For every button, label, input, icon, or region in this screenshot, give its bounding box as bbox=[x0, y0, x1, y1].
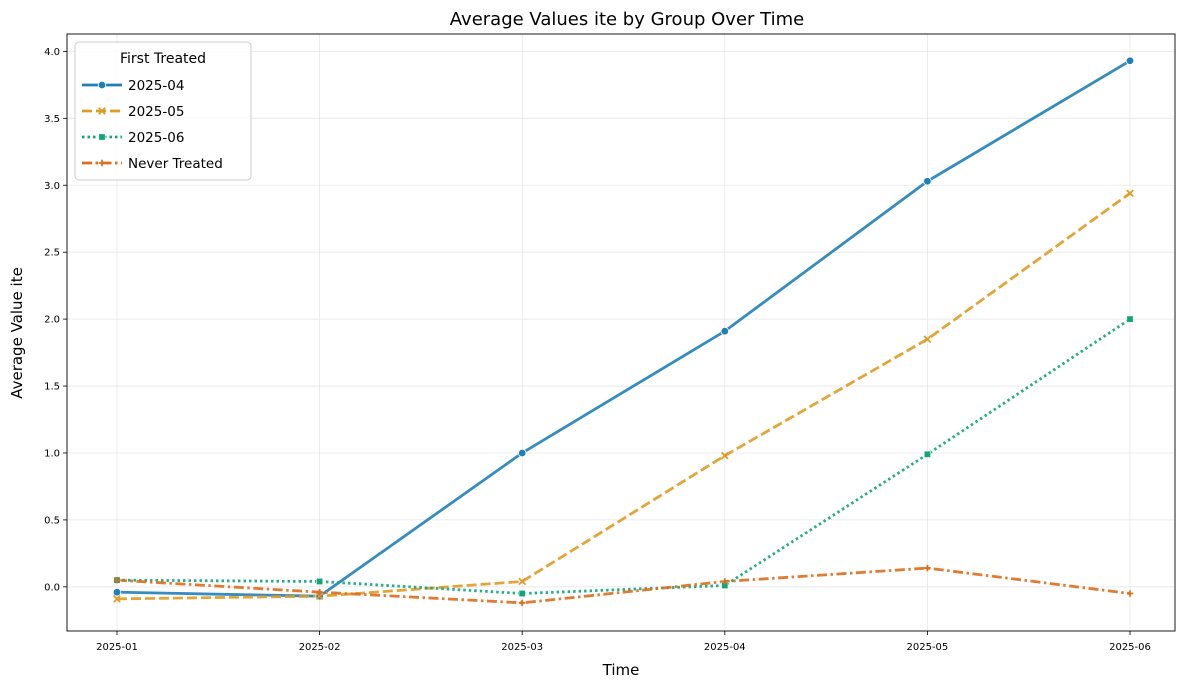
data-point bbox=[924, 564, 931, 572]
y-tick-label: 2.0 bbox=[44, 315, 60, 326]
data-point bbox=[315, 592, 324, 601]
y-tick-label: 3.5 bbox=[44, 114, 60, 125]
data-point bbox=[518, 590, 526, 598]
data-point bbox=[1125, 56, 1135, 65]
legend-box bbox=[74, 41, 252, 181]
x-axis-title: Time bbox=[602, 661, 640, 679]
data-point bbox=[1126, 189, 1134, 198]
data-point bbox=[720, 326, 729, 336]
legend-label: Never Treated bbox=[128, 156, 223, 172]
legend-label: 2025-05 bbox=[128, 104, 184, 120]
y-tick-label: 0.0 bbox=[44, 582, 60, 593]
series-line bbox=[116, 566, 1131, 605]
legend-title: First Treated bbox=[120, 51, 206, 67]
data-point bbox=[720, 451, 729, 460]
x-tick-label: 2025-01 bbox=[96, 642, 138, 653]
legend-items: 2025-04 2025-05 2025-06 Never Treated bbox=[82, 78, 223, 172]
legend-marker bbox=[97, 80, 107, 90]
legend-label: 2025-06 bbox=[128, 130, 184, 146]
series-line bbox=[116, 192, 1131, 601]
y-axis-title: Average Value ite bbox=[8, 267, 26, 399]
x-tick-label: 2025-02 bbox=[299, 642, 341, 653]
data-point bbox=[518, 448, 527, 458]
data-point bbox=[1126, 590, 1134, 597]
data-point bbox=[113, 595, 121, 603]
x-tick-label: 2025-05 bbox=[907, 642, 949, 653]
data-point bbox=[923, 450, 931, 458]
legend-label: 2025-04 bbox=[128, 78, 184, 94]
y-tick-label: 0.5 bbox=[44, 515, 60, 526]
y-tick-label: 3.0 bbox=[44, 181, 60, 192]
x-tick-label: 2025-04 bbox=[704, 642, 746, 653]
data-point bbox=[112, 587, 122, 597]
legend-marker bbox=[98, 107, 106, 115]
y-tick-label: 2.5 bbox=[44, 248, 60, 259]
y-tick-label: 4.0 bbox=[44, 47, 60, 58]
data-point bbox=[113, 576, 121, 584]
data-point bbox=[316, 577, 324, 585]
x-tick-label: 2025-03 bbox=[501, 642, 543, 653]
legend-marker bbox=[98, 133, 106, 141]
grid-lines bbox=[67, 34, 1175, 631]
plot-frame bbox=[66, 33, 1176, 632]
data-point bbox=[518, 577, 527, 586]
data-point bbox=[519, 599, 526, 607]
x-tick-label: 2025-06 bbox=[1109, 642, 1151, 653]
legend-marker bbox=[98, 159, 106, 167]
x-axis-ticks: 2025-01 2025-02 2025-03 2025-04 2025-05 2025-… bbox=[96, 631, 1151, 653]
y-axis-ticks: 0.0 0.5 1.0 1.5 2.0 2.5 3.0 3.5 4.0 bbox=[44, 47, 67, 593]
y-tick-label: 1.5 bbox=[44, 382, 60, 393]
series-lines bbox=[116, 59, 1131, 605]
data-point bbox=[923, 335, 932, 344]
data-point bbox=[1126, 315, 1134, 323]
data-point bbox=[923, 177, 932, 186]
chart-title: Average Values ite by Group Over Time bbox=[450, 9, 804, 30]
series-markers bbox=[112, 56, 1135, 607]
y-tick-label: 1.0 bbox=[44, 448, 60, 459]
legend: First Treated 2025-04 2025-05 2025-06 Never… bbox=[74, 41, 252, 181]
series-line bbox=[116, 317, 1131, 595]
data-point bbox=[316, 588, 323, 596]
data-point bbox=[721, 578, 728, 585]
